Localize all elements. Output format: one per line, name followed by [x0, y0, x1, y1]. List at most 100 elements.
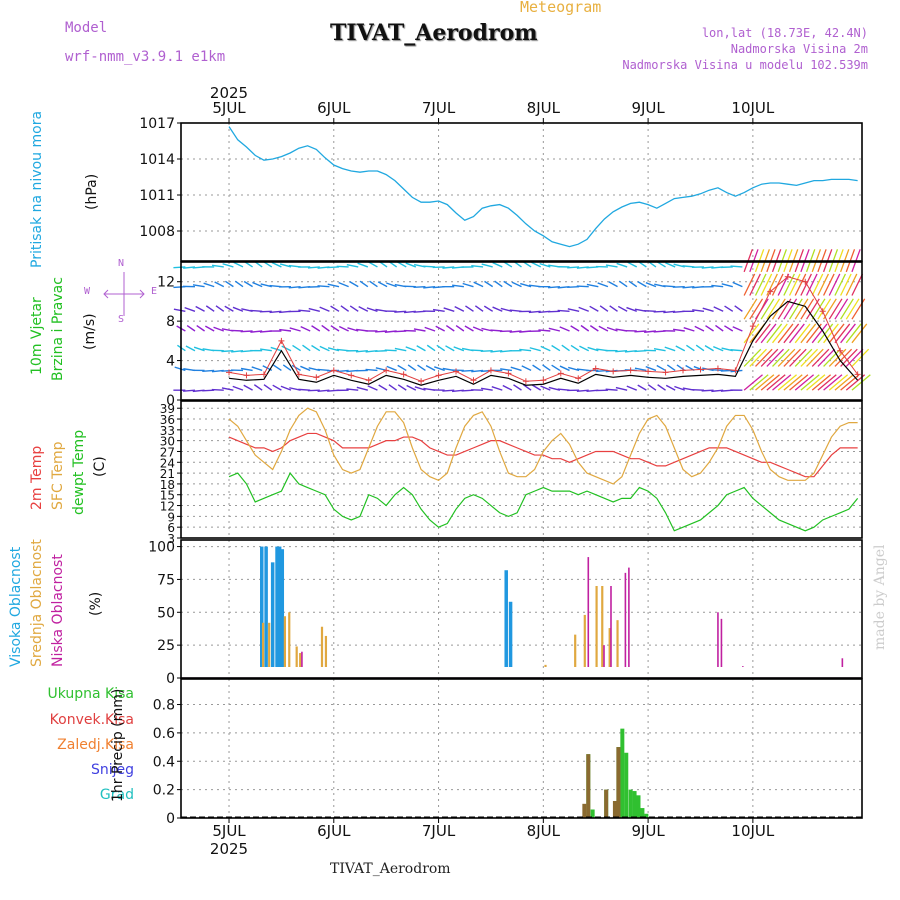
- wind-barb: [307, 266, 320, 269]
- wind-barb: [347, 327, 359, 332]
- wind-barb: [424, 326, 436, 332]
- wind-barb: [834, 348, 853, 367]
- wind-barb: [618, 280, 628, 288]
- wind-barb: [788, 298, 803, 320]
- wind-barb: [794, 273, 807, 296]
- wind-barb: [213, 326, 225, 332]
- wind-barb: [529, 347, 541, 352]
- wind-barb: [519, 348, 532, 352]
- wind-barb: [464, 325, 474, 332]
- wind-barb: [664, 346, 676, 352]
- wind-barb: [789, 374, 809, 391]
- wind-barb: [701, 266, 714, 269]
- panel-border: [180, 400, 863, 539]
- wind-barb: [375, 330, 388, 333]
- wind-barb: [196, 324, 205, 332]
- year-label-top: 2025: [210, 84, 248, 102]
- wind-barb: [442, 389, 455, 392]
- wind-barb: [319, 306, 330, 312]
- wind-barb: [840, 298, 854, 320]
- wind-barb: [702, 307, 714, 312]
- wind-barb: [724, 305, 734, 312]
- wind-barb: [559, 326, 570, 332]
- wind-barb: [771, 323, 788, 344]
- wind-barb: [811, 348, 830, 367]
- wind-barb: [777, 374, 797, 391]
- panel-border: [180, 261, 863, 401]
- wind-gust-marker: [854, 371, 861, 378]
- wind-barb: [766, 348, 784, 367]
- y-tick-label: 30: [160, 435, 175, 449]
- wind-barb: [202, 369, 215, 373]
- low-cloud-bar: [603, 645, 605, 667]
- wind-barb: [772, 374, 792, 391]
- wind-barb: [605, 388, 618, 391]
- wind-barb: [749, 374, 769, 391]
- wind-barb: [224, 280, 234, 288]
- wind-barb: [214, 281, 225, 288]
- high-cloud-bar: [280, 549, 285, 667]
- wind-barb: [730, 265, 743, 268]
- y-tick-label: 12: [160, 500, 175, 514]
- y-tick-label: 0: [166, 393, 175, 409]
- low-cloud-bar: [610, 586, 612, 667]
- wind-barb: [783, 273, 795, 296]
- wind-barb: [330, 325, 340, 332]
- wind-barb: [749, 273, 761, 296]
- station-footer: TIVAT_Aerodrom: [330, 861, 451, 877]
- wind-barb: [754, 273, 767, 296]
- y-tick-label: 4: [166, 354, 175, 370]
- wind-barb: [794, 348, 813, 367]
- high-cloud-bar: [275, 546, 279, 667]
- wind-barb: [823, 374, 843, 391]
- wind-barb: [368, 261, 378, 268]
- wind-barb: [454, 306, 465, 312]
- wind-barb: [317, 389, 330, 393]
- wind-barb: [183, 389, 196, 392]
- wind-barb: [185, 345, 196, 352]
- wind-barb: [682, 285, 695, 289]
- wind-barb: [743, 374, 763, 391]
- lonlat-label: lon,lat (18.73E, 42.4N): [701, 26, 868, 40]
- wind-barb: [755, 348, 773, 367]
- wind-barb: [250, 330, 263, 333]
- pressure-line: [228, 126, 858, 248]
- wind-barb: [292, 344, 301, 352]
- wind-barb: [828, 374, 849, 391]
- wind-barb: [817, 298, 832, 320]
- mid-cloud-bar: [616, 620, 619, 667]
- wind-barb: [539, 262, 551, 268]
- meteogram-label: Meteogram: [520, 0, 602, 16]
- wind-barb: [252, 281, 263, 288]
- wind-barb: [386, 365, 397, 372]
- wind-barb: [416, 345, 426, 352]
- wind-barb: [540, 385, 551, 391]
- high-cloud-bar: [264, 546, 268, 667]
- wind-barb: [823, 323, 839, 344]
- x-tick-label-bottom: 7JUL: [422, 822, 456, 840]
- wind-barb: [173, 266, 186, 269]
- wind-barb: [211, 388, 224, 391]
- sfc-temp-line: [228, 407, 858, 485]
- wind-barb: [490, 350, 503, 353]
- wind-barb: [480, 350, 493, 353]
- wind-barb: [845, 298, 860, 320]
- wind-gust-marker: [295, 371, 302, 378]
- wind-barb: [302, 344, 311, 352]
- wind-barb: [783, 374, 803, 391]
- y-tick-label: 15: [160, 489, 175, 503]
- wind-barb: [542, 364, 551, 371]
- wind-barb: [823, 348, 841, 367]
- wind-barb: [269, 310, 282, 314]
- wind-gust-marker: [330, 367, 337, 374]
- wind-barb: [711, 389, 724, 393]
- wind-barb: [589, 325, 599, 332]
- y-tick-label: 39: [160, 402, 175, 416]
- wind-barb: [743, 298, 758, 320]
- panel-bg: [181, 540, 862, 678]
- wind-barb: [461, 369, 474, 372]
- mid-cloud-bar: [261, 622, 265, 667]
- wind-barb: [378, 384, 388, 391]
- wind-gust-marker: [243, 372, 250, 379]
